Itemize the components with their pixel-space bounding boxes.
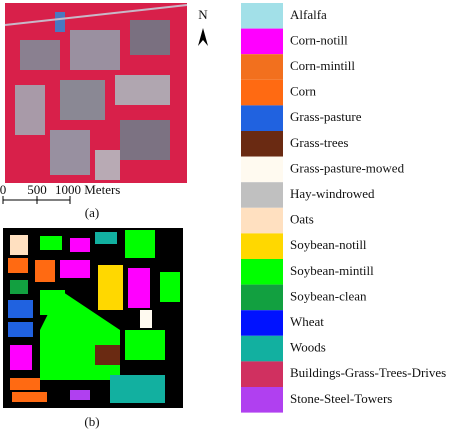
legend-label: Grass-trees	[290, 135, 348, 150]
legend-swatch	[241, 131, 283, 157]
scale-bar: 0 500 1000 Meters	[0, 182, 120, 204]
legend-label: Buildings-Grass-Trees-Drives	[290, 365, 446, 380]
legend-swatch	[241, 335, 283, 362]
legend-swatch	[241, 259, 283, 285]
legend-label: Hay-windrowed	[290, 186, 375, 201]
legend-swatch	[241, 310, 283, 336]
legend-label: Woods	[290, 340, 326, 355]
legend-label: Oats	[290, 212, 314, 227]
legend-swatch	[241, 361, 283, 387]
legend-swatch	[241, 79, 283, 106]
scale-label: 500	[27, 182, 47, 197]
caption: (b)	[84, 414, 99, 429]
legend-label: Corn-notill	[290, 32, 348, 47]
legend-swatch	[241, 3, 283, 29]
north-arrow: N	[198, 7, 208, 46]
legend-label: Soybean-mintill	[290, 263, 374, 278]
legend-swatch	[241, 284, 283, 311]
scale-label: 1000 Meters	[55, 182, 120, 197]
legend-label: Grass-pasture-mowed	[290, 160, 405, 175]
scale-label: 0	[0, 182, 6, 197]
legend-label: Corn-mintill	[290, 58, 355, 73]
legend-swatch	[241, 182, 283, 208]
legend-swatch	[241, 54, 283, 80]
legend-swatch	[241, 156, 283, 183]
legend-swatch	[241, 28, 283, 55]
legend-label: Stone-Steel-Towers	[290, 391, 392, 406]
legend: Alfalfa Corn-notill Corn-mintill Corn Grass-…	[241, 3, 446, 413]
legend-label: Soybean-notill	[290, 237, 367, 252]
legend-label: Grass-pasture	[290, 109, 362, 124]
legend-label: Alfalfa	[290, 7, 327, 22]
false-color-image	[4, 3, 188, 183]
ground-truth-map	[3, 228, 183, 408]
legend-label: Soybean-clean	[290, 288, 367, 303]
legend-swatch	[241, 207, 283, 234]
legend-swatch	[241, 387, 283, 413]
legend-label: Corn	[290, 84, 317, 99]
north-label: N	[198, 7, 208, 22]
caption: (a)	[85, 205, 99, 220]
legend-swatch	[241, 105, 283, 131]
legend-swatch	[241, 233, 283, 259]
legend-label: Wheat	[290, 314, 324, 329]
